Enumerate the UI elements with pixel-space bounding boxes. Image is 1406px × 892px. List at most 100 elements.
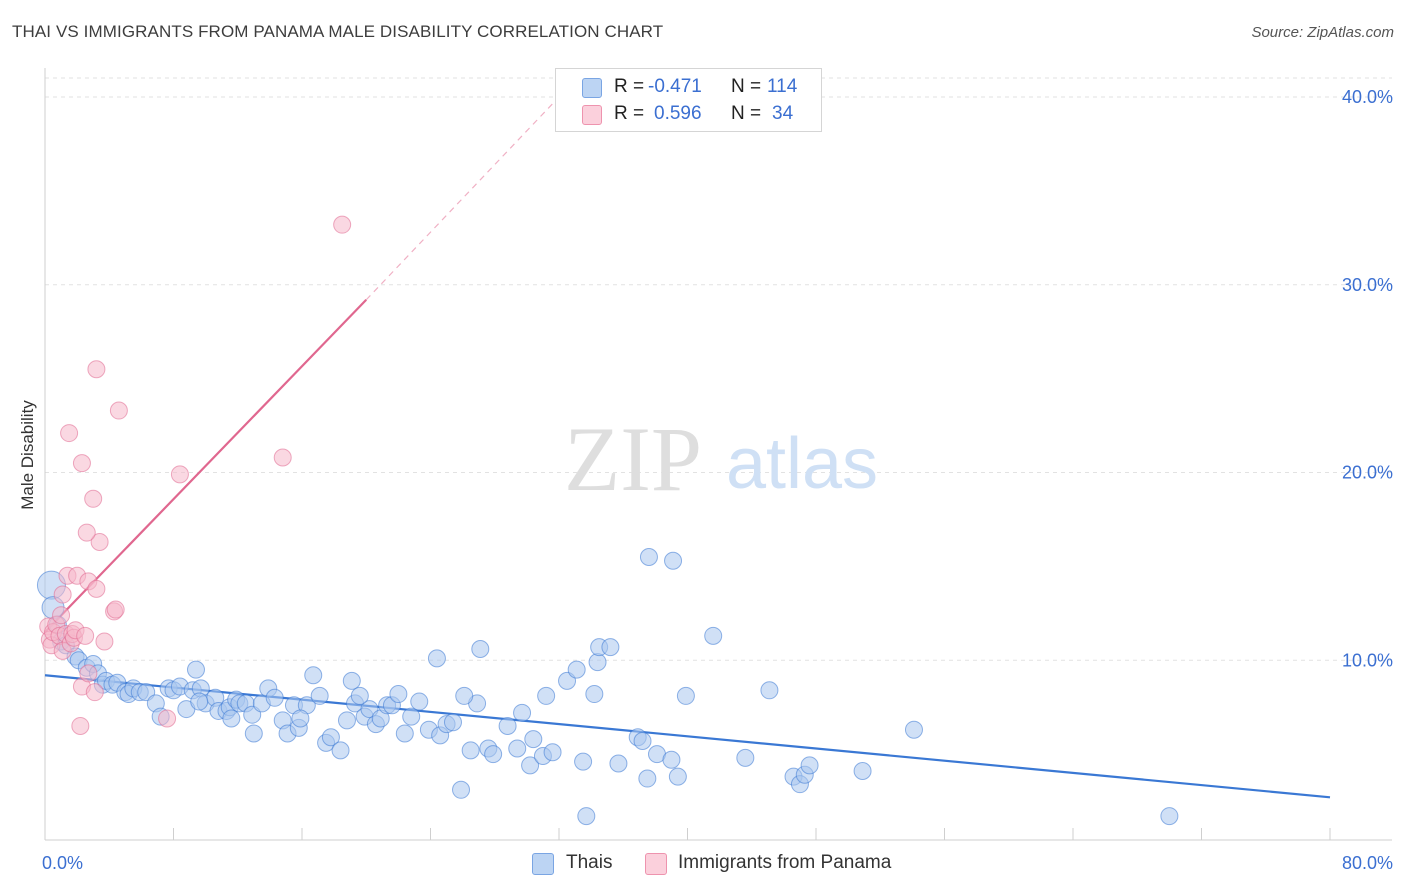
panama-trend-line [44,299,368,633]
thais-point [567,660,586,679]
thais-point [291,709,310,728]
thais-point [537,686,556,705]
thais-point [585,685,604,704]
panama-point [273,448,292,467]
thais-point [601,638,620,657]
legend-swatch-pink [582,105,602,125]
thais-point [676,686,695,705]
panama-point [95,632,114,651]
x-tick-label: 80.0% [1342,853,1393,873]
thais-point [736,748,755,767]
thais-point [190,692,209,711]
panama-point [87,579,106,598]
thais-point [402,707,421,726]
thais-point [638,769,657,788]
legend-row-panama: R = 0.596 N = 34 [556,100,821,128]
thais-point [321,728,340,747]
thais-point [668,767,687,786]
thais-point [524,730,543,749]
legend-n-value: 114 [767,76,798,97]
panama-trend-extension [365,96,560,301]
thais-point [760,681,779,700]
thais-point [904,720,923,739]
thais-point [265,688,284,707]
panama-point [52,606,71,625]
thais-point [543,743,562,762]
correlation-legend: R = -0.471 N = 114 R = 0.596 N = 34 [555,68,822,132]
legend-r-label: R = [614,76,645,97]
legend-n-label: N = [731,103,762,124]
thais-point [389,685,408,704]
thais-point [222,709,241,728]
thais-point [513,703,532,722]
watermark-atlas: atlas [726,424,878,504]
thais-point [350,686,369,705]
panama-point [77,523,96,542]
thais-point [577,807,596,826]
panama-point [106,600,125,619]
thais-point [1160,807,1179,826]
thais-point [337,711,356,730]
thais-point [186,660,205,679]
thais-point [704,626,723,645]
thais-point [662,750,681,769]
source-label: Source: ZipAtlas.com [1251,24,1394,41]
y-tick-label: 30.0% [1342,275,1393,295]
thais-point [310,686,329,705]
thais-point [452,780,471,799]
thais-point [800,756,819,775]
y-tick-label: 20.0% [1342,463,1393,483]
legend-r-value: 0.596 [654,103,702,124]
thais-point [508,739,527,758]
x-tick-label: 0.0% [42,853,83,873]
thais-point [461,741,480,760]
legend-row-thais: R = -0.471 N = 114 [556,73,821,101]
thais-point [664,551,683,570]
data-points [36,215,1179,826]
thais-point [521,756,540,775]
thais-point [331,741,350,760]
legend-n-label: N = [731,76,762,97]
thais-point [342,671,361,690]
thais-point [574,752,593,771]
panama-point [84,489,103,508]
thais-point [853,762,872,781]
panama-point [76,626,95,645]
thais-point [588,653,607,672]
axes [44,68,1392,841]
panama-point [60,424,79,443]
thais-point [484,745,503,764]
thais-point [395,724,414,743]
y-tick-label: 40.0% [1342,87,1393,107]
thais-point [609,754,628,773]
panama-point [90,532,109,551]
panama-point [109,401,128,420]
watermark: ZIP atlas [564,408,878,510]
chart-title: THAI VS IMMIGRANTS FROM PANAMA MALE DISA… [12,22,664,41]
panama-point [85,683,104,702]
thais-point [443,713,462,732]
thais-point [304,666,323,685]
thais-point [455,686,474,705]
panama-point [333,215,352,234]
thais-point [410,692,429,711]
legend-n-value: 34 [772,103,794,124]
legend-r-value: -0.471 [648,76,702,97]
panama-point [87,360,106,379]
panama-point [158,709,177,728]
panama-point [71,716,90,735]
thais-point [427,649,446,668]
bottom-legend-label: Immigrants from Panama [678,852,892,873]
thais-point [498,716,517,735]
grid-lines [45,77,1392,661]
panama-point [79,664,98,683]
y-tick-label: 10.0% [1342,650,1393,670]
bottom-legend-label: Thais [566,852,613,873]
panama-point [53,585,72,604]
thais-point [471,639,490,658]
tick-labels: 10.0% 20.0% 30.0% 40.0% 0.0% 80.0% [42,87,1393,873]
thais-point [244,724,263,743]
legend-r-label: R = [614,103,645,124]
panama-point [72,454,91,473]
